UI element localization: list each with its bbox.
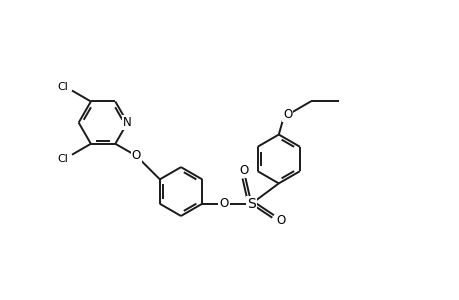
Text: Cl: Cl bbox=[57, 82, 68, 92]
Text: Cl: Cl bbox=[57, 154, 68, 164]
Text: O: O bbox=[276, 214, 285, 227]
Text: O: O bbox=[282, 108, 292, 121]
Text: N: N bbox=[123, 116, 132, 129]
Text: O: O bbox=[131, 149, 140, 162]
Text: O: O bbox=[219, 197, 228, 210]
Text: S: S bbox=[246, 197, 255, 211]
Text: O: O bbox=[239, 164, 248, 177]
